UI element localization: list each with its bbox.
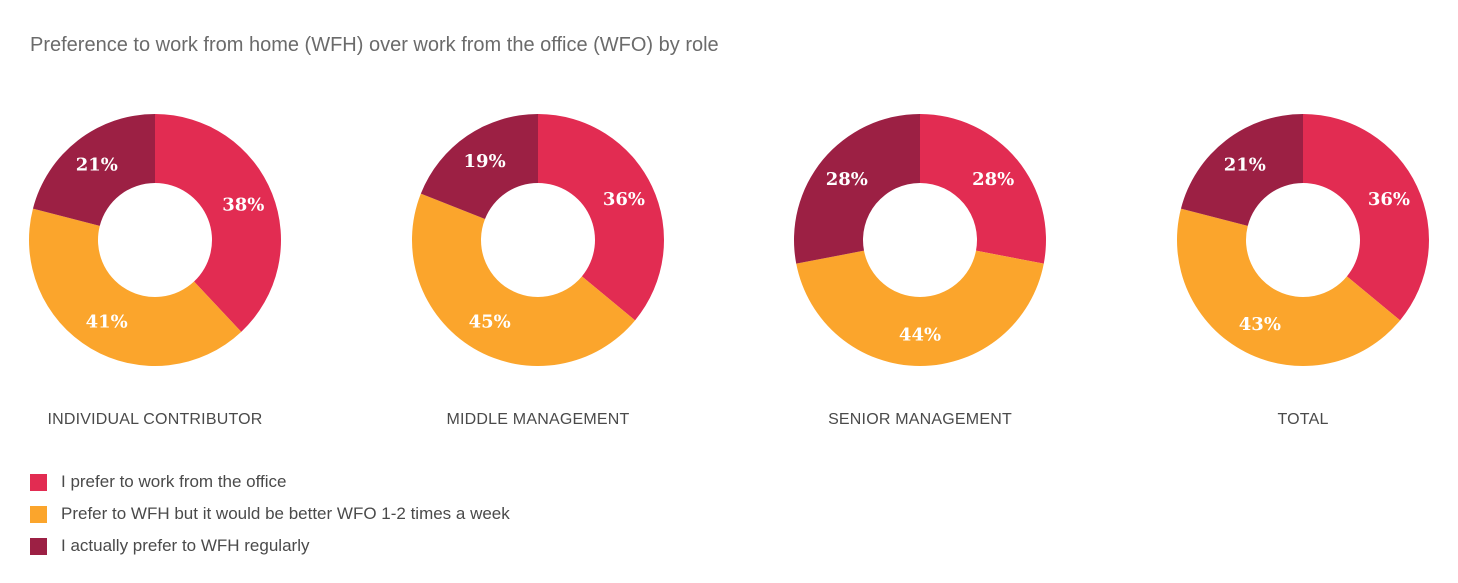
donut-charts: 38% 41% 21% INDIVIDUAL CONTRIBUTOR 36% 45% 19%…	[28, 114, 1430, 428]
slice-3-office	[1303, 114, 1430, 321]
slice-2-wfh	[794, 114, 920, 264]
slice-1-hybrid	[412, 193, 636, 367]
slice-1-office	[538, 114, 664, 321]
slice-0-wfh	[32, 114, 155, 226]
slice-label-0-wfh: 21%	[76, 154, 118, 175]
slice-label-3-wfh: 21%	[1224, 154, 1266, 175]
legend-label-wfh: I actually prefer to WFH regularly	[61, 536, 310, 555]
slice-label-1-wfh: 19%	[464, 151, 506, 172]
chart-title: Preference to work from home (WFH) over …	[30, 34, 719, 56]
group-label-3: TOTAL	[1277, 411, 1328, 428]
legend-label-office: I prefer to work from the office	[61, 472, 287, 491]
group-label-0: INDIVIDUAL CONTRIBUTOR	[47, 411, 262, 428]
slice-1-wfh	[420, 114, 538, 220]
slice-3-wfh	[1180, 114, 1303, 226]
slice-0-office	[155, 114, 281, 332]
slice-label-2-office: 28%	[972, 169, 1014, 190]
legend-item-wfh: I actually prefer to WFH regularly	[30, 530, 510, 562]
slice-label-3-office: 36%	[1368, 189, 1410, 210]
legend-item-hybrid: Prefer to WFH but it would be better WFO…	[30, 498, 510, 530]
legend-item-office: I prefer to work from the office	[30, 466, 510, 498]
legend-swatch-wfh	[30, 537, 47, 555]
slice-label-3-hybrid: 43%	[1239, 314, 1281, 335]
slice-label-0-hybrid: 41%	[86, 311, 128, 332]
slice-label-1-office: 36%	[603, 189, 645, 210]
slice-label-2-wfh: 28%	[826, 169, 868, 190]
legend: I prefer to work from the office Prefer …	[30, 466, 510, 562]
slice-3-hybrid	[1176, 208, 1401, 367]
group-label-1: MIDDLE MANAGEMENT	[447, 411, 630, 428]
legend-label-hybrid: Prefer to WFH but it would be better WFO…	[61, 504, 510, 523]
slice-label-2-hybrid: 44%	[899, 325, 941, 346]
slice-label-0-office: 38%	[222, 195, 264, 216]
slice-label-1-hybrid: 45%	[469, 311, 511, 332]
slice-2-office	[920, 114, 1046, 264]
slice-2-hybrid	[796, 250, 1044, 367]
group-label-2: SENIOR MANAGEMENT	[828, 411, 1012, 428]
legend-swatch-hybrid	[30, 505, 47, 523]
legend-swatch-office	[30, 473, 47, 491]
slice-0-hybrid	[28, 208, 242, 367]
